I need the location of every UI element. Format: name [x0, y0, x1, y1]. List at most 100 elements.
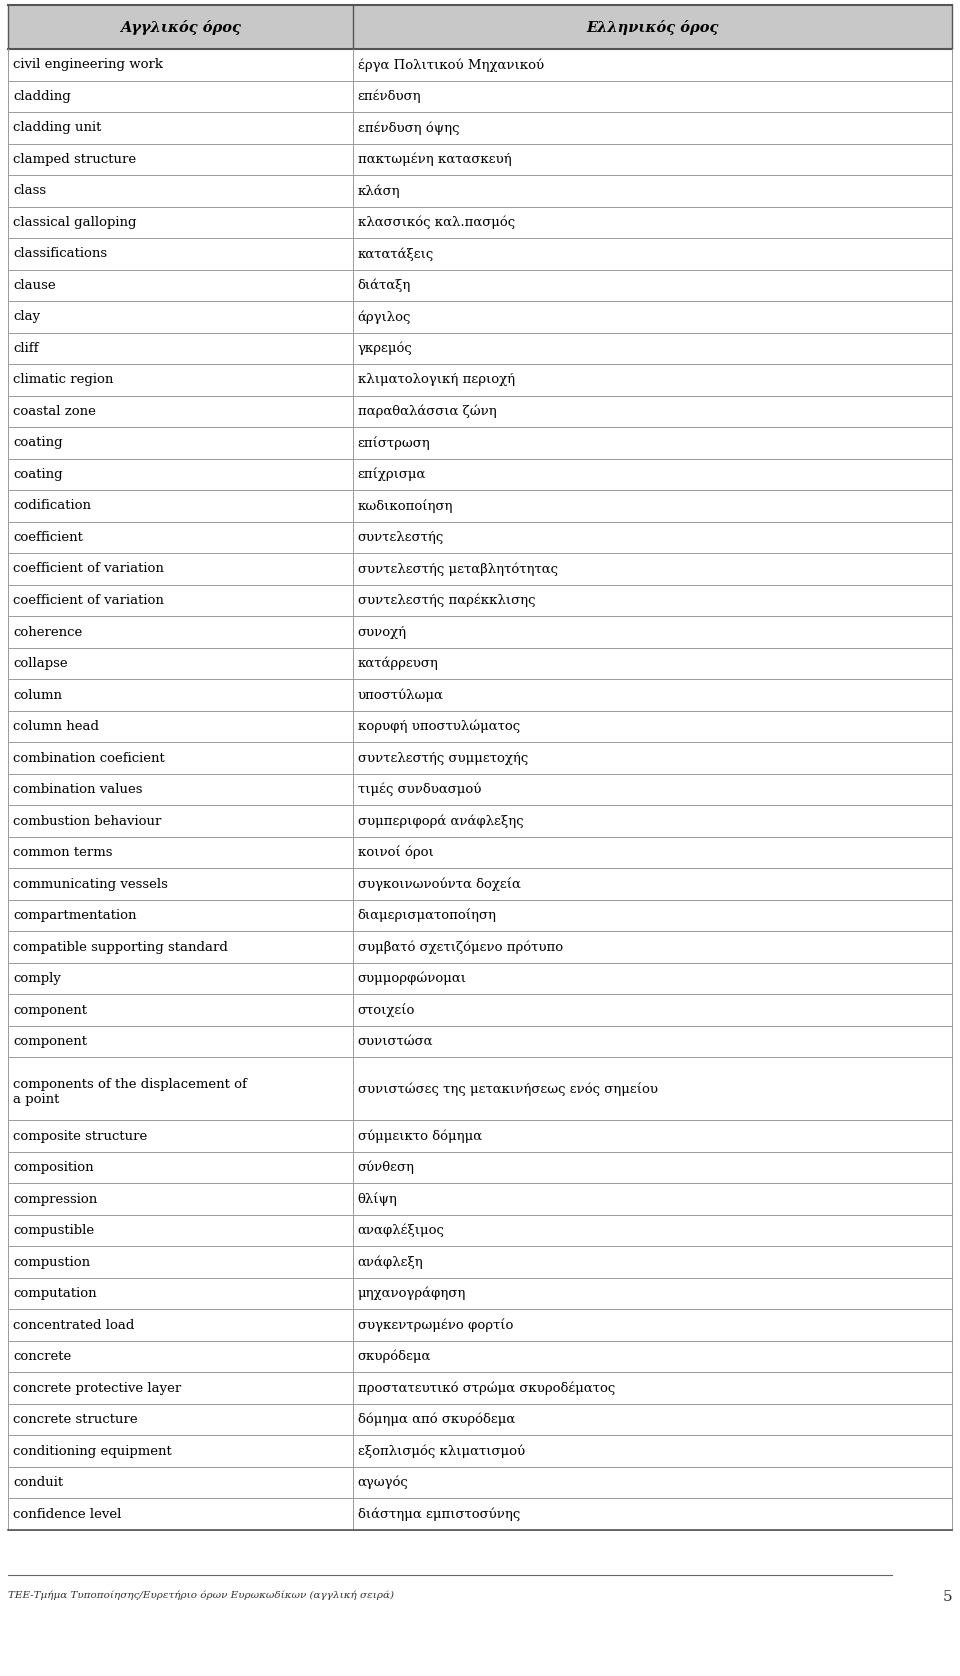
Bar [8, 1215, 952, 1247]
Bar [8, 489, 952, 521]
Text: compatible supporting standard: compatible supporting standard [13, 940, 228, 954]
Text: κλάση: κλάση [357, 184, 400, 198]
Text: εξοπλισμός κλιματισμού: εξοπλισμός κλιματισμού [357, 1445, 525, 1458]
Text: cliff: cliff [13, 342, 38, 355]
Bar [8, 80, 952, 112]
Text: σύμμεικτο δόμημα: σύμμεικτο δόμημα [357, 1130, 482, 1143]
Text: concrete: concrete [13, 1351, 71, 1363]
Bar [8, 206, 952, 238]
Text: class: class [13, 184, 46, 198]
Text: επίστρωση: επίστρωση [357, 436, 430, 449]
Text: συγκοινωνούντα δοχεία: συγκοινωνούντα δοχεία [357, 877, 520, 892]
Bar [8, 711, 952, 742]
Text: column: column [13, 689, 62, 702]
Text: collapse: collapse [13, 657, 67, 670]
Bar [8, 238, 952, 270]
Text: Ελληνικός όρος: Ελληνικός όρος [587, 20, 718, 35]
Text: a point: a point [13, 1093, 60, 1106]
Bar [8, 1120, 952, 1151]
Text: coating: coating [13, 436, 62, 449]
Bar [8, 1466, 952, 1498]
Bar [8, 932, 952, 962]
Bar [8, 1058, 952, 1120]
Text: κλιματολογική περιοχή: κλιματολογική περιοχή [357, 374, 515, 387]
Bar [8, 868, 952, 900]
Bar [8, 1183, 952, 1215]
Bar [8, 836, 952, 868]
Bar [8, 1026, 952, 1058]
Text: clay: clay [13, 310, 40, 323]
Text: compression: compression [13, 1193, 97, 1205]
Text: διάστημα εμπιστοσύνης: διάστημα εμπιστοσύνης [357, 1507, 519, 1522]
Bar [8, 144, 952, 176]
Text: combustion behaviour: combustion behaviour [13, 815, 161, 828]
Text: cladding: cladding [13, 91, 71, 102]
Bar [8, 427, 952, 459]
Text: concrete protective layer: concrete protective layer [13, 1381, 181, 1394]
Bar [8, 617, 952, 647]
Bar [8, 112, 952, 144]
Bar [8, 364, 952, 396]
Text: αναφλέξιμος: αναφλέξιμος [357, 1223, 444, 1237]
Text: composition: composition [13, 1161, 94, 1175]
Bar [8, 804, 952, 836]
Text: codification: codification [13, 499, 91, 513]
Text: αγωγός: αγωγός [357, 1477, 408, 1490]
Bar [8, 742, 952, 774]
Text: component: component [13, 1036, 87, 1048]
Text: επένδυση: επένδυση [357, 89, 421, 104]
Bar [8, 1277, 952, 1309]
Text: cladding unit: cladding unit [13, 121, 102, 134]
Text: civil engineering work: civil engineering work [13, 59, 163, 72]
Text: concentrated load: concentrated load [13, 1319, 134, 1332]
Text: climatic region: climatic region [13, 374, 113, 387]
Text: έργα Πολιτικού Μηχανικού: έργα Πολιτικού Μηχανικού [357, 59, 543, 72]
Text: επένδυση όψης: επένδυση όψης [357, 121, 459, 134]
Bar [8, 1435, 952, 1466]
Text: κατάρρευση: κατάρρευση [357, 657, 439, 670]
Text: συνοχή: συνοχή [357, 625, 407, 639]
Text: comply: comply [13, 972, 60, 985]
Text: concrete structure: concrete structure [13, 1413, 137, 1426]
Text: computation: computation [13, 1287, 97, 1301]
Text: συντελεστής συμμετοχής: συντελεστής συμμετοχής [357, 751, 528, 764]
Text: classifications: classifications [13, 248, 108, 260]
Bar [8, 459, 952, 489]
Text: σύνθεση: σύνθεση [357, 1161, 415, 1175]
Bar [8, 585, 952, 617]
Bar [8, 1151, 952, 1183]
Text: components of the displacement of: components of the displacement of [13, 1078, 247, 1091]
Bar [8, 302, 952, 332]
Text: συμβατό σχετιζόμενο πρότυπο: συμβατό σχετιζόμενο πρότυπο [357, 940, 563, 954]
Text: combination values: combination values [13, 783, 142, 796]
Text: συνιστώσες της μετακινήσεως ενός σημείου: συνιστώσες της μετακινήσεως ενός σημείου [357, 1083, 658, 1096]
Text: compustion: compustion [13, 1255, 90, 1269]
Bar [8, 994, 952, 1026]
Text: compartmentation: compartmentation [13, 908, 136, 922]
Bar [8, 679, 952, 711]
Bar [8, 5, 952, 49]
Text: common terms: common terms [13, 846, 112, 860]
Text: κωδικοποίηση: κωδικοποίηση [357, 499, 453, 513]
Bar [8, 270, 952, 302]
Text: πακτωμένη κατασκευή: πακτωμένη κατασκευή [357, 153, 512, 166]
Text: ΤΕΕ-Τμήμα Τυποποίησης/Ευρετήριο όρων Ευρωκωδίκων (αγγλική σειρά): ΤΕΕ-Τμήμα Τυποποίησης/Ευρετήριο όρων Ευρ… [8, 1591, 394, 1599]
Text: 5: 5 [943, 1591, 952, 1604]
Text: συνιστώσα: συνιστώσα [357, 1036, 433, 1048]
Text: coefficient of variation: coefficient of variation [13, 563, 164, 575]
Text: γκρεμός: γκρεμός [357, 342, 412, 355]
Text: υποστύλωμα: υποστύλωμα [357, 689, 444, 702]
Bar [8, 1373, 952, 1404]
Bar [8, 521, 952, 553]
Text: στοιχείο: στοιχείο [357, 1004, 415, 1017]
Bar [8, 1309, 952, 1341]
Bar [8, 774, 952, 804]
Bar [8, 647, 952, 679]
Text: κλασσικός καλ.πασμός: κλασσικός καλ.πασμός [357, 216, 515, 230]
Text: ανάφλεξη: ανάφλεξη [357, 1255, 423, 1269]
Text: επίχρισμα: επίχρισμα [357, 468, 426, 481]
Bar [8, 176, 952, 206]
Bar [8, 1404, 952, 1435]
Bar [8, 553, 952, 585]
Text: παραθαλάσσια ζώνη: παραθαλάσσια ζώνη [357, 404, 496, 419]
